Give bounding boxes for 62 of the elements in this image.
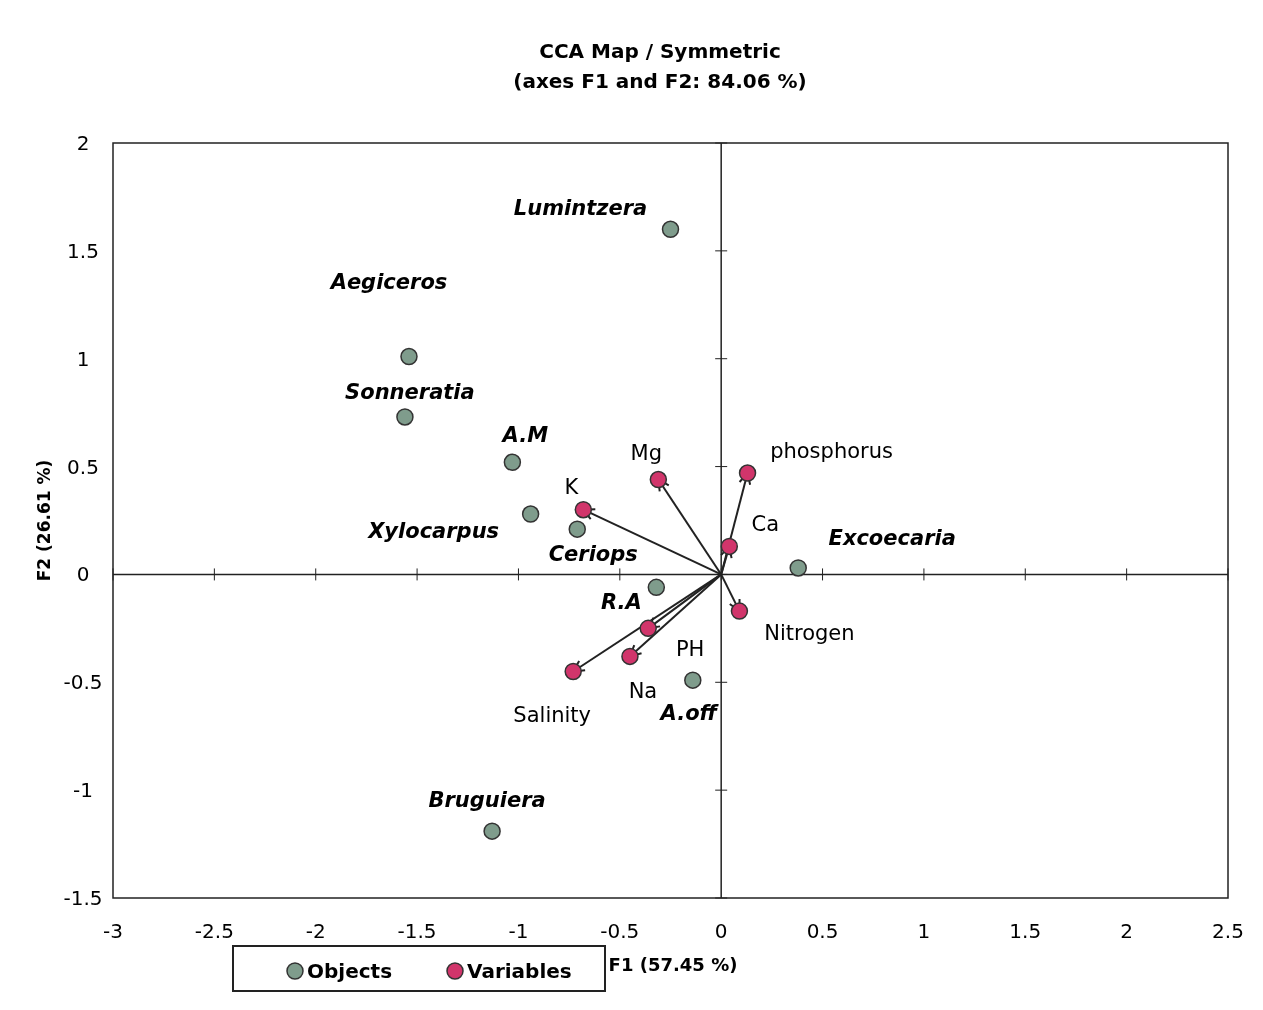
point <box>564 662 582 681</box>
annotation: A.off <box>658 701 720 726</box>
annotation: K <box>564 474 580 499</box>
point <box>639 619 657 638</box>
annotation: Na <box>628 679 658 704</box>
annotation: Xylocarpus <box>366 519 500 544</box>
point <box>574 500 593 519</box>
x-tick-label: -3 <box>103 919 123 943</box>
chart-subtitle: (axes F1 and F2: 84.06 %) <box>513 69 807 93</box>
y-axis-title: F2 (26.61 %) <box>34 459 54 582</box>
point <box>720 537 739 556</box>
x-tick-label: 1.5 <box>1009 919 1042 943</box>
point <box>396 408 414 426</box>
x-tick-label: 0.5 <box>806 919 839 943</box>
annotation: Lumintzera <box>513 196 648 221</box>
annotation: Ceriops <box>548 542 638 567</box>
y-tick-label: -1 <box>73 778 93 803</box>
point <box>400 347 418 366</box>
point <box>730 602 749 620</box>
point <box>483 822 501 840</box>
annotation: Mg <box>630 440 663 465</box>
annotation: Ca <box>751 512 780 537</box>
point <box>647 578 666 597</box>
chart-title: CCA Map / Symmetric <box>539 39 781 63</box>
y-tick-label: 0 <box>76 562 90 587</box>
annotation: Nitrogen <box>764 621 855 646</box>
point <box>661 220 680 239</box>
annotation: Excoecaria <box>828 525 956 550</box>
point <box>684 671 702 689</box>
legend-label: Variables <box>467 959 572 983</box>
annotation: R.A <box>600 590 642 615</box>
annotation: Sonneratia <box>345 379 475 404</box>
point <box>521 505 540 523</box>
point <box>738 464 757 482</box>
annotation: Salinity <box>513 702 592 727</box>
point <box>503 453 522 472</box>
x-tick-label: -1.5 <box>397 919 437 943</box>
annotation: Aegiceros <box>328 269 448 294</box>
annotation: A.M <box>500 423 549 448</box>
x-tick-label: 2.5 <box>1212 919 1244 943</box>
y-tick-label: 1.5 <box>67 238 99 263</box>
point <box>568 520 586 538</box>
y-tick-label: -1.5 <box>63 886 103 910</box>
legend-label: Objects <box>307 959 393 983</box>
annotation: Bruguiera <box>428 788 546 813</box>
y-tick-label: 1 <box>76 346 90 371</box>
x-tick-label: 1 <box>917 919 931 943</box>
point <box>789 559 807 577</box>
x-tick-label: -0.5 <box>600 919 640 943</box>
x-tick-label: -2.5 <box>194 919 234 943</box>
x-tick-label: 2 <box>1120 919 1133 943</box>
x-tick-label: -1 <box>508 919 529 943</box>
annotation: PH <box>675 637 705 662</box>
x-axis-title: F1 (57.45 %) <box>608 954 738 975</box>
point <box>649 470 668 489</box>
annotation: phosphorus <box>770 439 893 464</box>
point <box>621 647 639 666</box>
x-tick-label: -2 <box>305 919 326 943</box>
x-tick-label: 0 <box>714 919 728 943</box>
y-tick-label: 0.5 <box>67 454 99 479</box>
y-tick-label: -0.5 <box>63 670 103 695</box>
y-tick-label: 2 <box>76 131 90 155</box>
